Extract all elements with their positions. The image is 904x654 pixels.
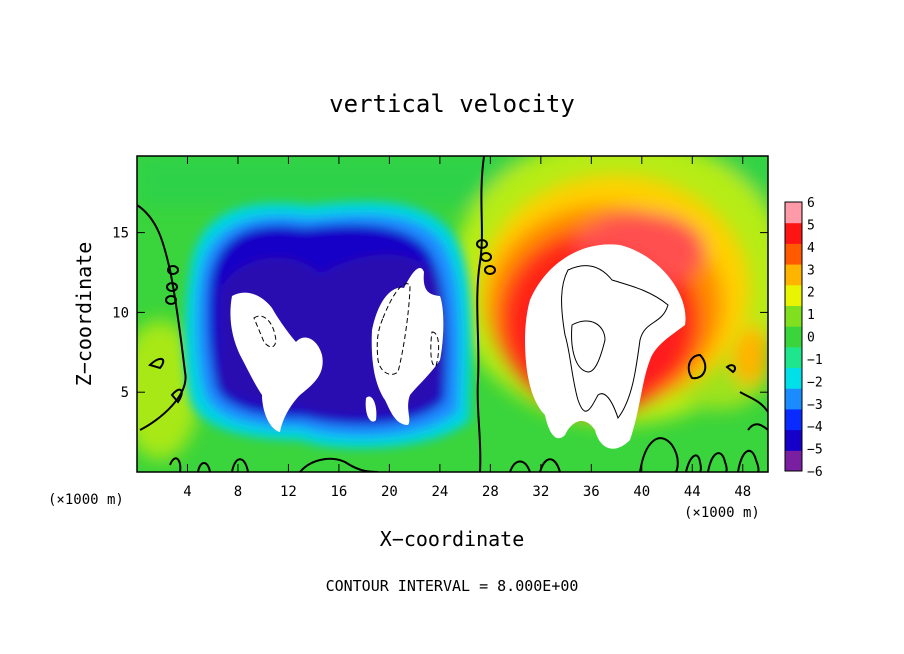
y-tick-label: 10	[112, 305, 129, 321]
colorbar-swatch	[785, 264, 802, 286]
colorbar-swatch	[785, 367, 802, 389]
colorbar-label: −2	[807, 375, 823, 390]
x-tick-label: 28	[482, 484, 499, 500]
colorbar-swatch	[785, 222, 802, 244]
colorbar-label: −6	[807, 465, 823, 480]
colorbar-swatch	[785, 305, 802, 327]
x-tick-label: 32	[532, 484, 549, 500]
colorbar-swatch	[785, 388, 802, 410]
x-tick-label: 20	[381, 484, 398, 500]
x-tick-label: 40	[633, 484, 650, 500]
contour-lines	[561, 265, 669, 420]
colorbar-label: 1	[807, 308, 815, 323]
x-tick-label: 24	[431, 484, 448, 500]
x-tick-label: 4	[183, 484, 191, 500]
colorbar-label: 3	[807, 263, 815, 278]
y-tick-label: 15	[112, 226, 129, 242]
contour-interval-note: CONTOUR INTERVAL = 8.000E+00	[326, 577, 579, 595]
colorbar-label: 2	[807, 286, 815, 301]
colorbar-swatch	[785, 326, 802, 348]
colorbar-label: −4	[807, 420, 823, 435]
x-unit-label-left: (×1000 m)	[48, 492, 124, 508]
colorbar: 6 5 4 3 2 1 0 −1 −2 −3 −4 −5 −6	[784, 196, 823, 480]
x-tick-label: 48	[734, 484, 751, 500]
negative-contours	[253, 283, 440, 375]
y-axis-label: Z−coordinate	[72, 242, 96, 387]
colorbar-label: 6	[807, 196, 815, 211]
x-tick-label: 36	[583, 484, 600, 500]
plot-area	[137, 156, 768, 472]
x-tick-label: 12	[280, 484, 297, 500]
colorbar-label: 5	[807, 218, 815, 233]
zero-contours	[137, 156, 768, 472]
plot-frame	[136, 155, 769, 473]
colorbar-swatch	[785, 429, 802, 451]
colorbar-swatch	[785, 284, 802, 306]
x-tick-label: 16	[330, 484, 347, 500]
x-tick-label: 44	[684, 484, 701, 500]
colorbar-swatch	[785, 202, 802, 224]
x-unit-label-right: (×1000 m)	[684, 505, 760, 521]
x-axis-label: X−coordinate	[380, 527, 525, 551]
colorbar-label: −5	[807, 443, 823, 458]
white-cores	[230, 244, 686, 449]
colorbar-label: −3	[807, 398, 823, 413]
colorbar-swatch	[785, 346, 802, 369]
colorbar-swatch	[785, 450, 802, 472]
colorbar-label: −1	[807, 353, 823, 368]
colorbar-swatch	[785, 408, 802, 431]
colorbar-label: 0	[807, 331, 815, 346]
colorbar-frame	[784, 201, 803, 472]
x-tick-label: 8	[234, 484, 242, 500]
chart-title: vertical velocity	[329, 90, 575, 118]
y-tick-label: 5	[121, 385, 129, 401]
colorbar-label: 4	[807, 241, 815, 256]
colorbar-swatch	[785, 243, 802, 265]
